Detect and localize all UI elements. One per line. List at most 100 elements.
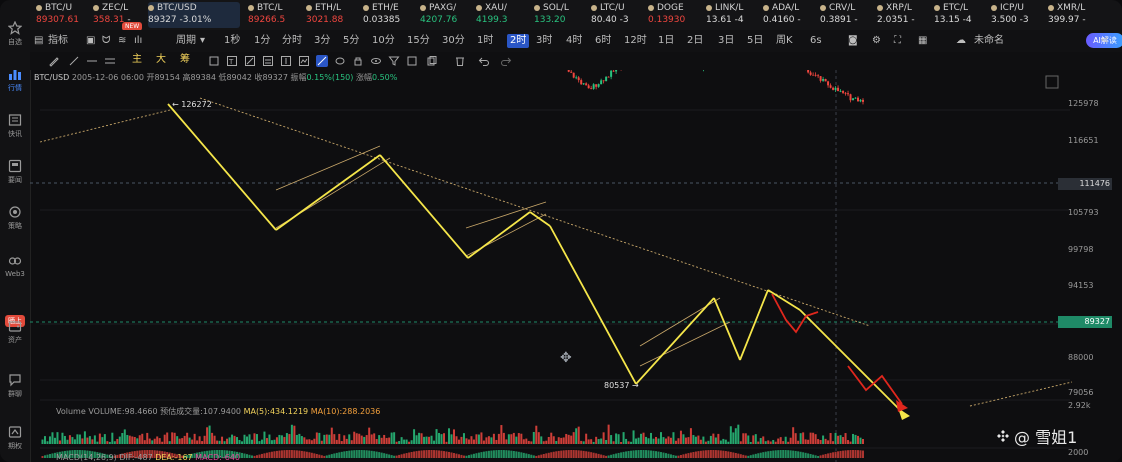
measure-tool-icon[interactable] [244, 55, 256, 67]
timeframe-分时[interactable]: 分时 [282, 35, 302, 46]
sidebar-item-strategy[interactable]: 策略 [0, 198, 30, 238]
camera-icon[interactable]: ◙ [848, 35, 858, 46]
lock-icon[interactable] [352, 55, 364, 67]
pencil-icon[interactable] [48, 55, 60, 67]
timeframe-5日[interactable]: 5日 [747, 35, 764, 46]
timeframe-2时[interactable]: 2时 [507, 34, 530, 48]
macd-bar [482, 451, 485, 458]
ticker-item[interactable]: LINK/L 13.61 -4 [706, 2, 760, 28]
sidebar-item-options[interactable]: 期权 [0, 418, 30, 458]
trash-icon[interactable] [454, 55, 466, 67]
ticker-item[interactable]: BTC/L 89266.5 [248, 2, 302, 28]
timeframe-10分[interactable]: 10分 [372, 35, 395, 46]
timeframe-30分[interactable]: 30分 [442, 35, 465, 46]
sidebar-item-flash[interactable]: 快讯 [0, 106, 30, 146]
timeframe-1日[interactable]: 1日 [658, 35, 675, 46]
macd-bar [485, 451, 488, 458]
ticker-item[interactable]: BTC/U 89307.61 [36, 2, 90, 28]
filter-icon[interactable] [388, 55, 400, 67]
ticker-item[interactable]: XMR/L 399.97 - [1048, 2, 1102, 28]
template-icon[interactable]: ▦ [918, 35, 928, 46]
ticker-item[interactable]: CRV/L 0.3891 - [820, 2, 874, 28]
compare-icon[interactable]: ≋ [118, 35, 127, 46]
rect-tool-icon[interactable] [208, 55, 220, 67]
timeframe-1秒[interactable]: 1秒 [224, 35, 241, 46]
crosshair-tool-icon[interactable] [280, 55, 292, 67]
hline-tool-icon[interactable] [86, 55, 98, 67]
timeframe-4时[interactable]: 4时 [566, 35, 583, 46]
sidebar-item-market[interactable]: 行情 [0, 60, 30, 100]
macd-bar [754, 453, 757, 458]
ticker-item[interactable]: ETH/L 3021.88 [306, 2, 360, 28]
volume-bar [812, 432, 815, 444]
ticker-item[interactable]: XRP/L 2.0351 - [877, 2, 931, 28]
ticker-item[interactable]: XAU/4199.3 [476, 2, 530, 28]
price-chart[interactable]: ← 126272 80537 → ✥ [30, 70, 1122, 462]
sidebar-item-assets[interactable]: 资产 [0, 312, 30, 352]
period-dropdown-icon[interactable]: ▾ [200, 35, 206, 46]
settings-icon[interactable]: ⚙ [872, 35, 881, 46]
account-label[interactable]: 未命名 [974, 35, 1004, 46]
volume-bar [754, 434, 757, 444]
ticker-item[interactable]: LTC/U 80.40 -3 [591, 2, 645, 28]
timeframe-1分[interactable]: 1分 [254, 35, 271, 46]
channel-tool-icon[interactable] [104, 55, 116, 67]
layers-icon[interactable] [406, 55, 418, 67]
ellipse-tool-icon[interactable] [334, 55, 346, 67]
macd-bar [702, 450, 705, 458]
share-icon[interactable]: ⋖ [1100, 35, 1109, 46]
sidebar-item-watchlist[interactable]: 自选 [0, 14, 30, 54]
ticker-price-row: 0.13930 [648, 14, 702, 26]
magnet-icon[interactable]: ᗢ [102, 35, 111, 46]
text-tool-icon[interactable]: T [226, 55, 238, 67]
timeframe-2日[interactable]: 2日 [687, 35, 704, 46]
ticker-symbol-label: LINK/L [715, 3, 744, 13]
undo-icon[interactable] [478, 55, 490, 67]
timeframe-3时[interactable]: 3时 [536, 35, 553, 46]
zoom-label[interactable]: 6s [810, 35, 822, 46]
active-draw-tool-icon[interactable] [316, 55, 328, 67]
ai-analysis-button[interactable]: AI解读 [1086, 33, 1122, 48]
sidebar-item-chat[interactable]: 群聊 [0, 366, 30, 406]
ticker-item[interactable]: PAXG/4207.76 [420, 2, 474, 28]
cloud-icon[interactable]: ☁ [956, 35, 966, 46]
calendar-icon[interactable]: ▣ [86, 35, 96, 46]
redo-icon[interactable] [500, 55, 512, 67]
timeframe-周期[interactable]: 周期 [176, 35, 196, 46]
indicators-button[interactable]: 指标 [48, 35, 68, 46]
sidebar-item-headlines[interactable]: 要闻 [0, 152, 30, 192]
timeframe-15分[interactable]: 15分 [407, 35, 430, 46]
path-tool-icon[interactable] [298, 55, 310, 67]
ticker-item[interactable]: BTC/USD 89327 -3.01% [148, 2, 240, 28]
ticker-item[interactable]: ZEC/L 358.31 - [93, 2, 147, 28]
chip-distribution-button[interactable]: 筹 [180, 54, 190, 65]
timeframe-周K[interactable]: 周K [776, 35, 793, 46]
timeframe-6时[interactable]: 6时 [595, 35, 612, 46]
big-order-button[interactable]: 大 [156, 54, 166, 65]
timeframe-12时[interactable]: 12时 [624, 35, 647, 46]
ticker-item[interactable]: SOL/L 133.20 [534, 2, 588, 28]
macd-bar [602, 455, 605, 458]
timeframe-5分[interactable]: 5分 [343, 35, 360, 46]
fib-tool-icon[interactable] [262, 55, 274, 67]
ticker-item[interactable]: ETC/L 13.15 -4 [934, 2, 988, 28]
sidebar-item-web3[interactable]: Web3 [0, 246, 30, 286]
timeframe-3日[interactable]: 3日 [718, 35, 735, 46]
main-force-button[interactable]: 主 [132, 54, 142, 65]
timeframe-3分[interactable]: 3分 [314, 35, 331, 46]
ticker-item[interactable]: ETH/E 0.03385 [363, 2, 417, 28]
ticker-item[interactable]: ICP/U 3.500 -3 [991, 2, 1045, 28]
timeframe-1时[interactable]: 1时 [477, 35, 494, 46]
volume-bar [655, 436, 658, 444]
line-tool-icon[interactable] [68, 55, 80, 67]
volume-bar [196, 440, 199, 444]
eye-icon[interactable] [370, 55, 382, 67]
macd-bar [470, 454, 473, 458]
layout-icon[interactable]: ▤ [34, 35, 44, 46]
copy-icon[interactable] [426, 55, 438, 67]
ticker-item[interactable]: DOGE 0.13930 [648, 2, 702, 28]
macd-bar [465, 455, 468, 458]
ticker-item[interactable]: ADA/L 0.4160 - [763, 2, 817, 28]
fullscreen-icon[interactable]: ⛶ [894, 35, 901, 46]
candle-type-icon[interactable]: ılı [134, 35, 143, 46]
